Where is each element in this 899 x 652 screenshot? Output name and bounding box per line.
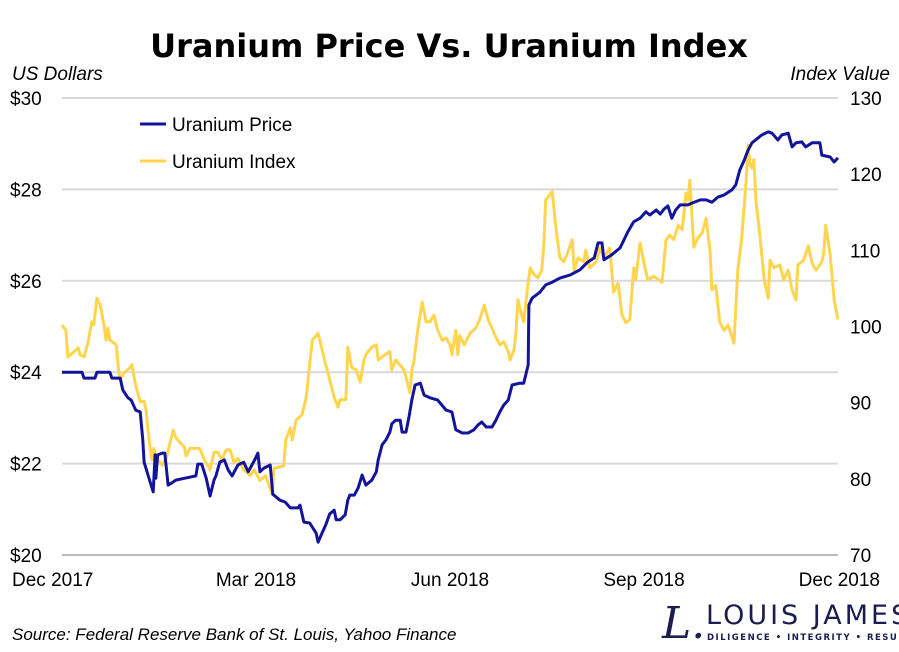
series-line-uranium-index — [60, 143, 840, 496]
left-tick-label: $20 — [10, 546, 42, 567]
source-note: Source: Federal Reserve Bank of St. Loui… — [12, 625, 456, 644]
right-tick-label: 110 — [850, 241, 880, 262]
left-tick-label: $24 — [10, 363, 42, 384]
right-tick-label: 130 — [850, 89, 882, 110]
x-tick-label: Dec 2017 — [12, 570, 93, 591]
left-tick-label: $26 — [10, 272, 42, 293]
left-axis-label: US Dollars — [12, 64, 103, 85]
left-tick-label: $22 — [10, 455, 42, 476]
right-tick-label: 90 — [850, 394, 871, 415]
legend: Uranium Price Uranium Index — [140, 115, 296, 173]
louis-james-logo: L. LOUIS JAMES DILIGENCE • INTEGRITY • R… — [661, 598, 899, 649]
right-tick-label: 70 — [850, 546, 871, 567]
left-tick-label: $30 — [10, 89, 42, 110]
x-tick-label: Mar 2018 — [216, 570, 296, 591]
legend-label-uranium-index: Uranium Index — [172, 152, 296, 173]
logo-tagline: DILIGENCE • INTEGRITY • RESULTS — [707, 633, 899, 643]
logo-initial: L. — [661, 598, 705, 649]
gridlines — [62, 97, 838, 556]
logo-name: LOUIS JAMES — [706, 600, 899, 631]
left-tick-label: $28 — [10, 180, 42, 201]
chart-title: Uranium Price Vs. Uranium Index — [150, 27, 748, 65]
right-tick-label: 120 — [850, 165, 882, 186]
right-axis-ticks: 70 80 90 100 110 120 130 — [850, 89, 882, 567]
x-tick-label: Dec 2018 — [799, 570, 880, 591]
right-tick-label: 100 — [850, 318, 882, 339]
x-tick-label: Jun 2018 — [411, 570, 489, 591]
x-tick-label: Sep 2018 — [603, 570, 684, 591]
right-axis-label: Index Value — [790, 64, 890, 85]
series-lines — [60, 130, 840, 544]
series-line-uranium-price — [62, 130, 840, 544]
left-axis-ticks: $20 $22 $24 $26 $28 $30 — [10, 89, 42, 567]
right-tick-label: 80 — [850, 470, 871, 491]
x-axis-ticks: Dec 2017 Mar 2018 Jun 2018 Sep 2018 Dec 2018 — [12, 570, 880, 591]
legend-label-uranium-price: Uranium Price — [172, 115, 292, 136]
